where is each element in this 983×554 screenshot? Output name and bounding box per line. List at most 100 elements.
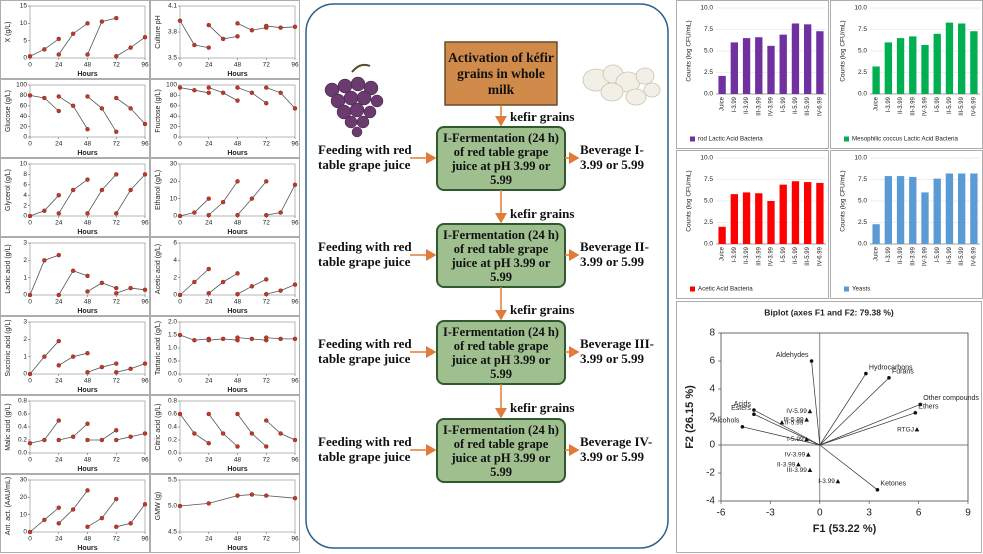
- panel-border: [150, 0, 300, 79]
- bar: [896, 38, 905, 94]
- x-tick-label: 96: [291, 378, 299, 385]
- activation-box: [444, 41, 558, 106]
- point: [99, 364, 105, 370]
- point: [128, 45, 133, 50]
- point: [292, 24, 298, 29]
- x-tick-label: 0: [178, 457, 182, 464]
- point: [292, 437, 298, 443]
- point: [235, 212, 240, 218]
- bar: [933, 33, 941, 94]
- point: [114, 291, 119, 296]
- y-tick-label: 4: [23, 192, 27, 199]
- plot-frame: [179, 5, 296, 59]
- x-tick-label: Juice: [720, 246, 726, 261]
- bar: [767, 45, 775, 94]
- point: [206, 338, 211, 343]
- point: [220, 36, 226, 42]
- point: [235, 34, 240, 39]
- point: [292, 106, 298, 111]
- x-tick-label: 48: [84, 299, 92, 306]
- x-tick-label: 96: [291, 299, 299, 306]
- y-tick-label: 30: [170, 161, 178, 168]
- point: [85, 289, 90, 294]
- variable-point: [752, 408, 756, 412]
- y-axis-label: Ant. act. (AAU/mL): [5, 477, 12, 535]
- y-tick-label: 2.5: [704, 219, 713, 226]
- point: [128, 521, 133, 526]
- loading-vector: [811, 360, 821, 446]
- y-tick-label: 0.0: [858, 241, 867, 248]
- point: [264, 418, 269, 423]
- y-tick-label: 80: [170, 92, 178, 99]
- x-tick-label: 72: [263, 378, 271, 385]
- series-line: [179, 494, 296, 507]
- x-tick-label: 24: [55, 536, 63, 543]
- point: [27, 213, 33, 219]
- plot-frame: [179, 163, 296, 217]
- panel-border: [676, 301, 982, 553]
- x-tick-label: III-5.99: [805, 96, 811, 115]
- y-tick-label: 10: [20, 511, 28, 518]
- x-tick-label: Juice: [720, 96, 726, 111]
- x-axis-label: Hours: [77, 545, 97, 552]
- point: [56, 521, 61, 526]
- y-tick-label: 40: [20, 113, 28, 120]
- point: [192, 42, 197, 48]
- y-tick-label: 80: [20, 92, 28, 99]
- x-tick-label: Juice: [874, 246, 880, 261]
- y-axis-label: Counts (log CFU/mL): [840, 20, 847, 81]
- diagram-shapes: [305, 3, 669, 549]
- point: [56, 211, 61, 216]
- y-tick-label: 10.0: [700, 155, 713, 162]
- beverage-text: Beverage II-3.99 or 5.99: [580, 239, 649, 269]
- point: [42, 47, 47, 52]
- point: [192, 338, 197, 343]
- point: [128, 106, 133, 111]
- point: [206, 45, 211, 50]
- x-tick-label: 24: [205, 299, 213, 306]
- feeding-text: Feeding with red table grape juice: [318, 142, 412, 172]
- point: [56, 437, 61, 443]
- y-tick-label: 7.5: [858, 176, 867, 183]
- point: [114, 496, 119, 502]
- x-tick-label: 48: [234, 378, 242, 385]
- point: [85, 94, 90, 99]
- point: [99, 106, 105, 111]
- point: [27, 54, 33, 59]
- y-tick-label: 60: [20, 103, 28, 110]
- plot-frame: [179, 479, 296, 533]
- x-tick-label: 0: [178, 220, 182, 227]
- y-tick-label: 20: [170, 178, 178, 185]
- point: [235, 291, 240, 297]
- x-tick-label: II-3.99: [744, 246, 750, 264]
- bar: [970, 173, 978, 244]
- point: [278, 431, 283, 436]
- x-tick-label: II-5.99: [947, 246, 953, 264]
- y-tick-label: 0.0: [168, 371, 177, 378]
- legend-label: Mesophilic coccus Lactic Acid Bacteria: [852, 136, 958, 143]
- y-axis-label: Tartaric acid (g/L): [155, 321, 162, 375]
- observation-label: III-3.99: [787, 467, 808, 474]
- point: [128, 366, 133, 371]
- point: [114, 361, 119, 366]
- kefir-grains-icon: [582, 64, 661, 106]
- point: [99, 19, 105, 24]
- y-axis-label: Counts (log CFU/mL): [686, 170, 693, 231]
- y-tick-label: 0.4: [168, 424, 177, 431]
- point: [235, 271, 240, 276]
- point: [70, 434, 76, 439]
- x-tick-label: 24: [55, 62, 63, 69]
- point: [99, 437, 105, 443]
- x-tick-label: 0: [178, 299, 182, 306]
- y-tick-label: 0.5: [168, 358, 177, 365]
- point: [206, 196, 211, 201]
- x-tick-label: II-5.99: [947, 96, 953, 114]
- y-tick-label: 1.0: [168, 345, 177, 352]
- point: [264, 23, 269, 29]
- bar: [755, 193, 763, 244]
- plot-frame: [720, 332, 969, 502]
- bar: [896, 176, 905, 244]
- y-tick-label: 30: [20, 477, 28, 484]
- y-tick-label: 4: [173, 257, 177, 264]
- plot-frame: [29, 400, 146, 454]
